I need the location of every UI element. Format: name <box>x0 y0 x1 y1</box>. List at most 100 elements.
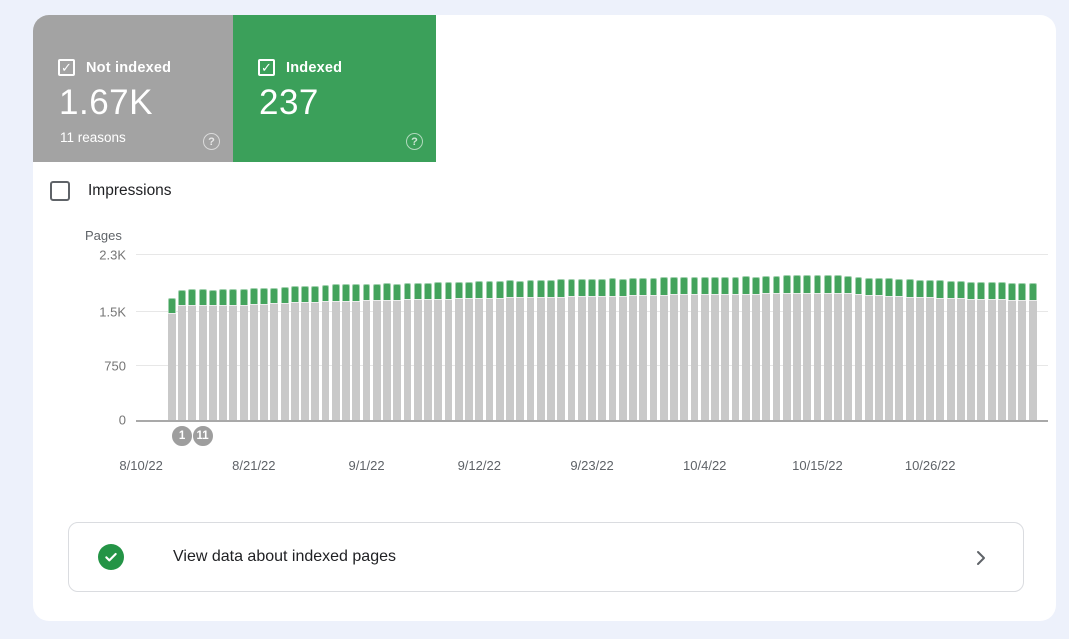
stacked-bar[interactable] <box>1018 283 1027 420</box>
stacked-bar[interactable] <box>434 281 443 420</box>
stacked-bar[interactable] <box>741 276 750 420</box>
stacked-bar[interactable] <box>956 281 965 420</box>
stacked-bar[interactable] <box>219 289 228 420</box>
stacked-bar[interactable] <box>188 289 197 420</box>
stacked-bar[interactable] <box>352 284 361 420</box>
stacked-bar[interactable] <box>588 279 596 420</box>
stacked-bar[interactable] <box>321 285 330 420</box>
stacked-bar[interactable] <box>844 275 853 420</box>
stacked-bar[interactable] <box>577 279 586 420</box>
stacked-bar[interactable] <box>465 281 473 420</box>
stacked-bar[interactable] <box>915 279 924 420</box>
stacked-bar[interactable] <box>198 289 207 420</box>
stacked-bar[interactable] <box>239 288 248 420</box>
stacked-bar[interactable] <box>823 275 832 420</box>
stacked-bar[interactable] <box>813 274 822 420</box>
stacked-bar[interactable] <box>393 283 402 420</box>
stacked-bar[interactable] <box>311 285 320 420</box>
event-marker[interactable]: 1 <box>171 425 194 447</box>
stacked-bar[interactable] <box>731 276 740 420</box>
stacked-bar[interactable] <box>895 278 904 420</box>
stacked-bar[interactable] <box>885 278 894 420</box>
x-tick-label: 10/4/22 <box>683 458 727 473</box>
stacked-bar[interactable] <box>444 282 453 420</box>
stacked-bar[interactable] <box>167 298 176 420</box>
not-indexed-segment <box>762 293 771 420</box>
stacked-bar[interactable] <box>454 281 463 420</box>
help-icon[interactable]: ? <box>203 133 220 150</box>
stacked-bar[interactable] <box>331 284 340 420</box>
stacked-bar[interactable] <box>608 278 617 420</box>
stacked-bar[interactable] <box>874 277 883 420</box>
stacked-bar[interactable] <box>557 279 566 420</box>
chevron-right-icon[interactable] <box>969 546 993 570</box>
stacked-bar[interactable] <box>926 280 935 420</box>
stacked-bar[interactable] <box>793 275 801 420</box>
stacked-bar[interactable] <box>659 277 668 420</box>
stacked-bar[interactable] <box>567 279 576 420</box>
not-indexed-checkbox[interactable]: ✓ <box>58 59 75 76</box>
stacked-bar[interactable] <box>301 285 309 420</box>
stacked-bar[interactable] <box>854 276 863 420</box>
stacked-bar[interactable] <box>249 288 258 420</box>
stacked-bar[interactable] <box>536 279 545 420</box>
stacked-bar[interactable] <box>690 277 699 420</box>
stacked-bar[interactable] <box>803 275 812 420</box>
stacked-bar[interactable] <box>752 276 760 420</box>
stacked-bar[interactable] <box>772 275 781 420</box>
stacked-bar[interactable] <box>721 276 730 420</box>
stacked-bar[interactable] <box>977 281 986 420</box>
stacked-bar[interactable] <box>670 277 678 420</box>
stacked-bar[interactable] <box>403 282 412 420</box>
stacked-bar[interactable] <box>987 282 996 420</box>
stacked-bar[interactable] <box>424 282 432 420</box>
stacked-bar[interactable] <box>526 280 535 420</box>
stacked-bar[interactable] <box>229 289 238 420</box>
stacked-bar[interactable] <box>700 276 709 420</box>
help-icon[interactable]: ? <box>406 133 423 150</box>
stacked-bar[interactable] <box>485 281 494 420</box>
chart-plot[interactable]: 0 750 1.5K 2.3K 1 11 <box>99 248 1048 447</box>
stacked-bar[interactable] <box>864 277 873 420</box>
stacked-bar[interactable] <box>618 278 627 420</box>
stacked-bar[interactable] <box>967 281 976 420</box>
stacked-bar[interactable] <box>1028 283 1037 420</box>
impressions-toggle[interactable]: Impressions <box>50 181 172 201</box>
indexed-checkbox[interactable]: ✓ <box>258 59 275 76</box>
stacked-bar[interactable] <box>208 289 217 420</box>
stacked-bar[interactable] <box>711 276 719 420</box>
stacked-bar[interactable] <box>905 279 914 420</box>
stacked-bar[interactable] <box>782 275 791 420</box>
stacked-bar[interactable] <box>260 288 268 420</box>
stacked-bar[interactable] <box>762 275 771 420</box>
stacked-bar[interactable] <box>495 280 504 420</box>
stacked-bar[interactable] <box>629 277 637 420</box>
stacked-bar[interactable] <box>506 280 514 420</box>
stacked-bar[interactable] <box>413 282 422 420</box>
stacked-bar[interactable] <box>383 283 391 420</box>
stacked-bar[interactable] <box>547 279 555 420</box>
stacked-bar[interactable] <box>946 280 955 420</box>
stacked-bar[interactable] <box>280 287 289 420</box>
stacked-bar[interactable] <box>342 284 350 420</box>
indexed-card[interactable]: ✓ Indexed 237 ? <box>233 15 436 162</box>
stacked-bar[interactable] <box>270 287 279 420</box>
impressions-checkbox[interactable] <box>50 181 70 201</box>
stacked-bar[interactable] <box>834 275 842 420</box>
stacked-bar[interactable] <box>598 278 607 420</box>
stacked-bar[interactable] <box>936 280 945 420</box>
stacked-bar[interactable] <box>680 276 689 420</box>
stacked-bar[interactable] <box>475 281 484 420</box>
stacked-bar[interactable] <box>290 286 299 420</box>
stacked-bar[interactable] <box>997 282 1006 420</box>
stacked-bar[interactable] <box>1008 282 1017 420</box>
stacked-bar[interactable] <box>649 277 658 420</box>
stacked-bar[interactable] <box>178 289 187 420</box>
stacked-bar[interactable] <box>639 277 648 420</box>
stacked-bar[interactable] <box>372 283 381 420</box>
view-indexed-pages-link[interactable]: View data about indexed pages <box>68 522 1024 592</box>
event-marker[interactable]: 11 <box>191 425 214 447</box>
not-indexed-card[interactable]: ✓ Not indexed 1.67K 11 reasons ? <box>33 15 233 162</box>
stacked-bar[interactable] <box>516 280 525 420</box>
stacked-bar[interactable] <box>362 284 371 420</box>
